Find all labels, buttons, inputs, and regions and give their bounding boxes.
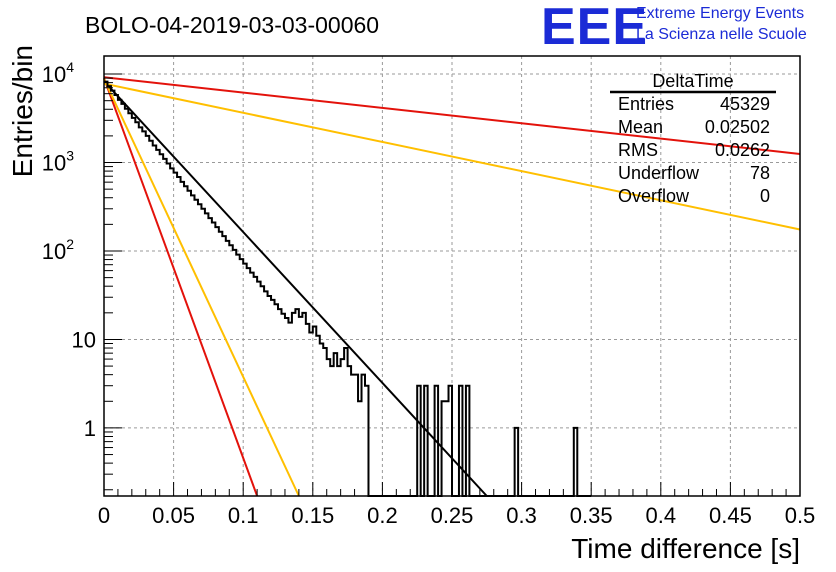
eee-logo-line2: La Scienza nelle Scuole — [636, 26, 807, 43]
eee-logo-mark: EEE — [541, 0, 648, 56]
stats-title: DeltaTime — [652, 71, 733, 91]
stats-value: 0 — [760, 186, 770, 206]
x-tick-label: 0.45 — [709, 503, 752, 528]
y-axis-title: Entries/bin — [7, 45, 38, 177]
x-axis-title: Time difference [s] — [571, 533, 800, 564]
fit-line — [103, 80, 488, 497]
stats-label: RMS — [618, 140, 658, 160]
x-tick-label: 0.2 — [367, 503, 398, 528]
stats-label: Mean — [618, 117, 663, 137]
stats-value: 0.0262 — [715, 140, 770, 160]
stats-label: Underflow — [618, 163, 700, 183]
x-tick-label: 0.15 — [291, 503, 334, 528]
run-title: BOLO-04-2019-03-03-00060 — [85, 12, 379, 38]
axes: 0 0.05 0.1 0.15 0.2 0.25 0.3 0.35 0.4 0.45 0.5 1 10 1… — [42, 55, 816, 528]
eee-logo-line1: Extreme Energy Events — [636, 5, 804, 22]
x-tick-label: 0.05 — [152, 503, 195, 528]
x-tick-label: 0.1 — [228, 503, 259, 528]
x-tick-label: 0.5 — [785, 503, 816, 528]
stats-value: 45329 — [720, 94, 770, 114]
y-tick-label: 1 — [84, 416, 96, 441]
fit-curves — [103, 76, 801, 497]
fit-line — [103, 77, 259, 497]
fit-line — [103, 76, 801, 155]
stats-label: Overflow — [618, 186, 690, 206]
x-tick-label: 0.3 — [506, 503, 537, 528]
x-tick-label: 0.35 — [570, 503, 613, 528]
stats-value: 78 — [750, 163, 770, 183]
stats-value: 0.02502 — [705, 117, 770, 137]
stats-label: Entries — [618, 94, 674, 114]
y-tick-label: 103 — [42, 148, 74, 176]
stats-rows: Entries 45329 Mean 0.02502 RMS 0.0262 Underflo… — [618, 94, 770, 206]
fit-line — [103, 82, 801, 231]
y-tick-label: 104 — [42, 59, 74, 87]
y-tick-label: 102 — [42, 236, 74, 264]
y-tick-label: 10 — [72, 327, 96, 352]
x-tick-label: 0.25 — [431, 503, 474, 528]
x-tick-label: 0.4 — [646, 503, 677, 528]
eee-logo: EEE Extreme Energy Events La Scienza nel… — [541, 0, 807, 56]
stats-box: DeltaTime Entries 45329 Mean 0.02502 RMS 0.02… — [610, 71, 776, 206]
fit-line — [103, 78, 300, 497]
x-tick-label: 0 — [98, 503, 110, 528]
